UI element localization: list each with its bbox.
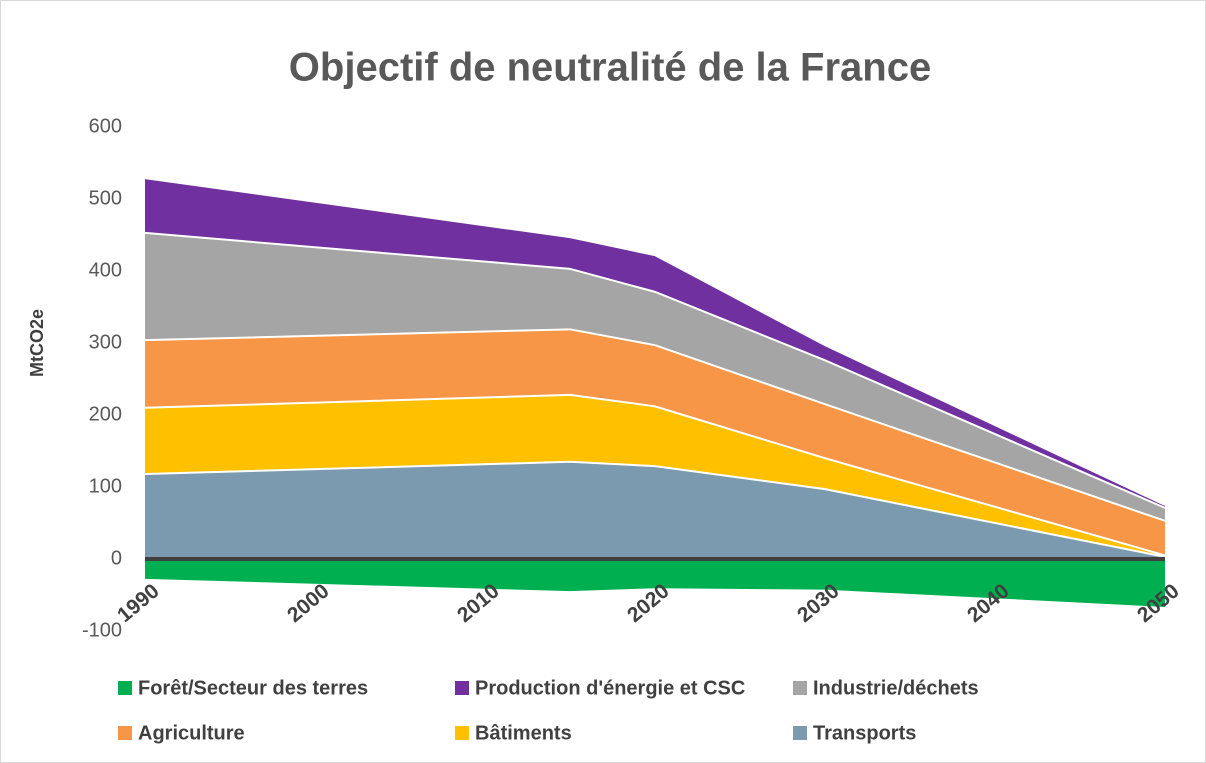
area [145,178,1165,508]
area-edge [144,328,1166,522]
y-axis-label: MtCO2e [27,309,47,377]
legend-label: Bâtiments [475,722,572,744]
legend-swatch [455,681,469,695]
y-tick-label: 600 [89,115,122,137]
legend-swatch [793,726,807,740]
legend-swatch [793,681,807,695]
legend-label: Production d'énergie et CSC [475,677,745,699]
y-tick-label: 300 [89,331,122,353]
area [145,461,1165,559]
y-tick-label: 0 [111,547,122,569]
legend-swatch [118,726,132,740]
area-edge [144,393,1166,557]
y-tick-label: 200 [89,403,122,425]
y-tick-label: 500 [89,187,122,209]
y-tick-label: 100 [89,475,122,497]
area-edge [144,578,1166,609]
legend-label: Forêt/Secteur des terres [138,677,368,699]
y-tick-label: 400 [89,259,122,281]
legend-label: Agriculture [138,722,245,744]
area [145,232,1165,521]
legend-swatch [118,681,132,695]
chart-title: Objectif de neutralité de la France [289,46,931,90]
legend-swatch [455,726,469,740]
area [145,394,1165,557]
area [145,329,1165,556]
area [145,559,1165,608]
legend-label: Transports [813,722,916,744]
area-edge [144,231,1166,509]
y-tick-label: -100 [82,619,122,641]
area-edge [144,177,1166,506]
areas [144,177,1166,609]
legend-label: Industrie/déchets [813,677,979,699]
area-edge [144,460,1166,558]
